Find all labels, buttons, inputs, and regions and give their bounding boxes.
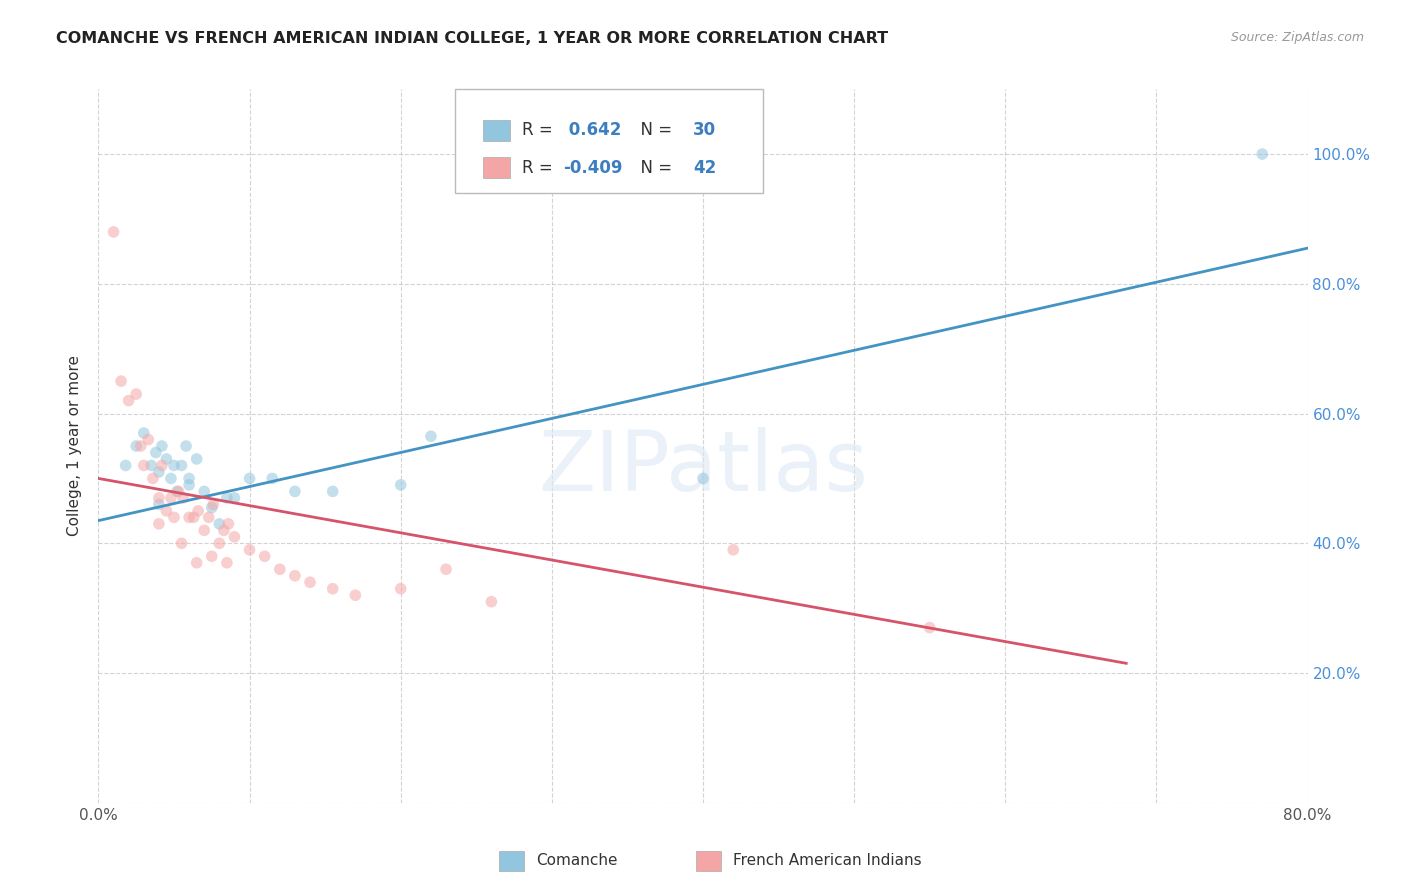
Point [201,549,224,564]
Point [723,542,745,557]
Point [118,393,141,408]
Point [132,425,155,440]
Point [125,439,148,453]
Text: French American Indians: French American Indians [733,854,921,868]
Point [269,562,291,576]
Point [155,452,177,467]
Point [148,491,170,505]
Point [170,536,193,550]
Point [215,556,238,570]
Y-axis label: College, 1 year or more: College, 1 year or more [67,356,83,536]
Point [239,471,262,485]
Point [186,452,208,467]
Point [148,465,170,479]
Point [179,471,201,485]
Point [197,510,219,524]
Point [160,471,183,485]
Text: N =: N = [630,121,678,139]
Point [129,439,152,453]
FancyBboxPatch shape [456,89,763,193]
Point [163,458,186,473]
Point [201,500,224,515]
Point [114,458,136,473]
Point [420,429,443,443]
Text: COMANCHE VS FRENCH AMERICAN INDIAN COLLEGE, 1 YEAR OR MORE CORRELATION CHART: COMANCHE VS FRENCH AMERICAN INDIAN COLLE… [56,31,889,46]
Point [208,516,231,531]
Text: 42: 42 [693,159,717,177]
Point [193,524,215,538]
Point [187,504,209,518]
Point [110,374,132,388]
Point [183,510,205,524]
Point [217,516,239,531]
Text: N =: N = [630,159,678,177]
Point [193,484,215,499]
Text: 0.642: 0.642 [562,121,621,139]
Point [262,471,284,485]
Point [160,491,183,505]
Point [179,478,201,492]
Text: -0.409: -0.409 [562,159,623,177]
Point [186,556,208,570]
Point [215,491,238,505]
Point [179,510,201,524]
Point [172,491,194,505]
Point [136,433,159,447]
Text: Source: ZipAtlas.com: Source: ZipAtlas.com [1230,31,1364,45]
Point [148,497,170,511]
Point [389,478,412,492]
Point [150,439,173,453]
Point [253,549,276,564]
Point [322,582,344,596]
Point [163,510,186,524]
Point [148,516,170,531]
Point [166,484,188,499]
Point [170,458,193,473]
Point [322,484,344,499]
Text: Comanche: Comanche [536,854,617,868]
Point [167,484,190,499]
Point [692,471,714,485]
Point [174,439,197,453]
Point [125,387,148,401]
Bar [482,157,509,178]
Point [208,536,231,550]
Text: ZIPatlas: ZIPatlas [538,427,868,508]
Text: R =: R = [522,121,558,139]
Point [918,621,941,635]
Bar [482,120,509,141]
Point [212,524,235,538]
Point [132,458,155,473]
Point [103,225,125,239]
Point [239,542,262,557]
Text: 30: 30 [693,121,717,139]
Text: R =: R = [522,159,558,177]
Point [202,497,225,511]
Point [284,484,307,499]
Point [145,445,167,459]
Point [150,458,173,473]
Point [299,575,322,590]
Point [481,595,503,609]
Point [155,504,177,518]
Point [344,588,367,602]
Point [142,471,165,485]
Point [389,582,412,596]
Point [434,562,457,576]
Point [224,530,246,544]
Point [1251,147,1274,161]
Point [284,568,307,582]
Point [224,491,246,505]
Point [141,458,163,473]
